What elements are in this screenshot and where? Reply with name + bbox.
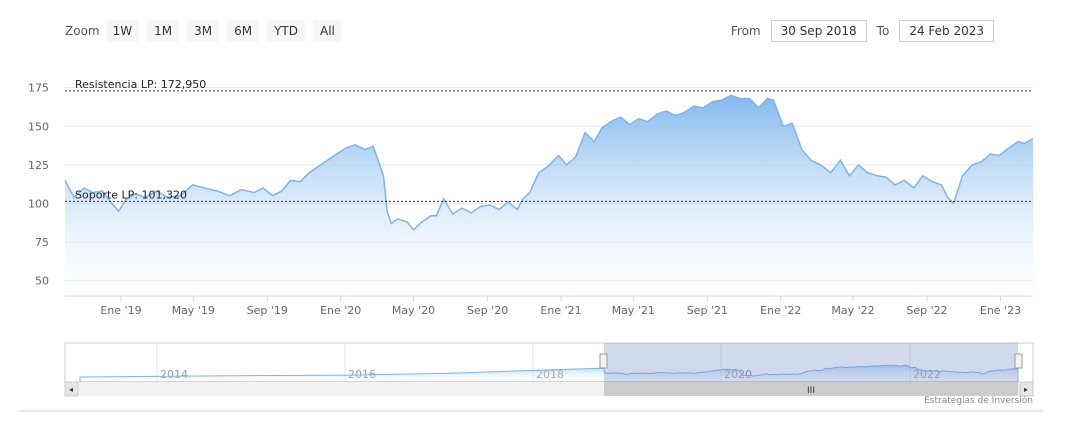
y-tick-label: 175	[28, 82, 49, 95]
x-tick-label: Sep '22	[906, 304, 947, 317]
range-selector: Zoom 1W 1M 3M 6M YTD All	[62, 19, 350, 43]
x-tick-label: May '21	[612, 304, 655, 317]
zoom-ytd-button[interactable]: YTD	[267, 20, 305, 42]
scrollbar-grip-icon: III	[807, 386, 815, 396]
y-tick-label: 50	[35, 275, 49, 288]
x-tick-label: May '20	[392, 304, 435, 317]
x-tick-label: Sep '21	[687, 304, 728, 317]
y-tick-label: 150	[28, 120, 49, 133]
scroll-left-icon: ◂	[69, 385, 73, 394]
navigator-right-handle[interactable]	[1014, 353, 1023, 369]
to-label: To	[876, 24, 890, 38]
x-tick-label: Ene '20	[320, 304, 361, 317]
zoom-3m-button[interactable]: 3M	[187, 20, 220, 42]
y-axis: 50 75 100 125 150 175	[28, 82, 49, 288]
from-label: From	[730, 24, 761, 38]
from-date-input[interactable]: 30 Sep 2018	[770, 20, 867, 42]
x-tick-label: Ene '21	[540, 304, 581, 317]
x-tick-label: Ene '22	[760, 304, 801, 317]
y-tick-label: 125	[28, 159, 49, 172]
to-date-input[interactable]: 24 Feb 2023	[899, 20, 994, 42]
scrollbar-thumb[interactable]	[604, 382, 1018, 396]
x-tick-label: May '22	[831, 304, 874, 317]
scroll-right-icon: ▸	[1024, 385, 1028, 394]
navigator: 20142016201820202022 III ◂ ▸	[64, 342, 1034, 397]
scroll-right-button[interactable]	[1019, 381, 1034, 397]
zoom-1w-button[interactable]: 1W	[105, 20, 140, 42]
price-area	[65, 95, 1033, 297]
credit-text: Estrategias de Inversión	[924, 396, 1033, 406]
annotations: Resistencia LP: 172,950 Soporte LP: 101,3…	[65, 78, 1033, 202]
y-tick-label: 100	[28, 197, 49, 210]
annotation-label: Soporte LP: 101,320	[75, 188, 187, 201]
x-tick-label: Sep '20	[467, 304, 508, 317]
price-line	[64, 94, 1034, 231]
x-tick-label: Ene '23	[980, 304, 1021, 317]
x-tick-label: May '19	[172, 304, 215, 317]
scroll-left-button[interactable]	[64, 381, 79, 397]
x-axis: Ene '19 May '19 Sep '19 Ene '20 May '20 Sep '…	[100, 296, 1021, 317]
y-tick-label: 75	[35, 236, 49, 249]
navigator-left-handle[interactable]	[599, 353, 608, 369]
date-range-inputs: From 30 Sep 2018 To 24 Feb 2023	[721, 20, 994, 42]
zoom-label: Zoom	[65, 24, 100, 38]
x-tick-label: Ene '19	[100, 304, 141, 317]
navigator-mask[interactable]	[604, 343, 1018, 382]
x-tick-label: Sep '19	[247, 304, 288, 317]
navigator-area	[79, 364, 1019, 383]
zoom-1m-button[interactable]: 1M	[147, 20, 180, 42]
zoom-all-button[interactable]: All	[313, 20, 342, 42]
zoom-6m-button[interactable]: 6M	[227, 20, 260, 42]
annotation-label: Resistencia LP: 172,950	[75, 78, 206, 91]
